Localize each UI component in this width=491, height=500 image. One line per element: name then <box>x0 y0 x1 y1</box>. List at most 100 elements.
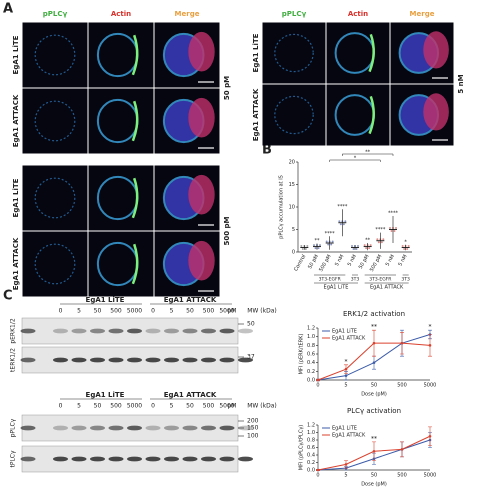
band <box>53 328 68 334</box>
legend-label: EgA1 ATTACK <box>332 433 366 439</box>
point <box>339 223 342 226</box>
significance: ** <box>365 238 371 244</box>
cell-signal <box>274 95 314 135</box>
point <box>372 341 376 345</box>
point <box>365 247 368 250</box>
synapse <box>131 177 139 219</box>
x-tick-label: 500 pM <box>369 254 384 273</box>
synapse <box>131 100 139 142</box>
significance: ** <box>371 324 377 331</box>
y-tick-label: 20 <box>289 160 295 166</box>
band <box>90 328 105 334</box>
row-label: EgA1 LiTE <box>12 35 20 74</box>
band <box>182 328 198 334</box>
band <box>164 357 179 363</box>
subgroup-label: 3T3-EGFR <box>369 277 391 283</box>
marker-label: 100 <box>247 433 259 440</box>
band <box>164 328 179 334</box>
band <box>90 456 105 462</box>
marker-label: 150 <box>247 425 259 432</box>
bracket <box>329 159 381 162</box>
blot-label: tERK1/2 <box>10 348 17 372</box>
micrograph <box>22 165 88 231</box>
point <box>301 248 304 250</box>
point <box>406 248 409 250</box>
dose-label: 500 <box>110 403 122 410</box>
significance: * <box>429 324 432 331</box>
cell-red <box>188 31 215 72</box>
point <box>344 463 348 466</box>
group-label: EgA1 LiTE <box>86 296 125 304</box>
cell-red <box>188 174 215 215</box>
dose-label: 5 <box>170 308 174 315</box>
bracket <box>342 153 394 156</box>
band <box>201 328 216 334</box>
channel-label: Actin <box>348 10 368 18</box>
band <box>145 357 161 363</box>
y-tick-label: 0.0 <box>307 468 315 474</box>
bracket-label: * <box>354 156 357 162</box>
subgroup-label: 3T3 <box>401 277 410 283</box>
band <box>53 425 68 431</box>
concentration-label: 500 pM <box>223 216 231 245</box>
point <box>304 248 307 250</box>
point <box>327 243 330 246</box>
y-tick-label: 5 <box>292 227 295 233</box>
significance: **** <box>375 227 386 233</box>
group-label: EgA1 LiTE <box>324 285 349 291</box>
channel-label: Merge <box>175 10 200 18</box>
x-tick-label: 50 <box>371 383 377 389</box>
point <box>344 374 348 377</box>
band <box>127 328 142 334</box>
legend-label: EgA1 LiTE <box>332 329 357 335</box>
micrograph <box>22 22 88 88</box>
point <box>300 245 303 247</box>
y-tick-label: 1.0 <box>307 334 315 340</box>
x-tick-label: 50 pM <box>358 254 371 270</box>
point <box>316 468 320 472</box>
point <box>372 361 376 364</box>
concentration-label: 5 nM <box>457 74 465 93</box>
dose-label: 50 <box>94 403 102 410</box>
x-tick-label: 5 nM <box>334 254 345 268</box>
point <box>372 449 376 453</box>
point <box>352 248 355 250</box>
point <box>325 240 328 243</box>
band <box>238 357 253 363</box>
y-tick-label: 1.0 <box>307 430 315 436</box>
band <box>219 328 235 334</box>
cell-signal <box>34 34 76 76</box>
point <box>403 248 406 250</box>
band <box>90 357 105 363</box>
x-tick-label: 500 <box>397 473 407 479</box>
x-tick-label: 5000 <box>424 473 437 479</box>
subgroup-label: 3T3-EGFR <box>319 277 341 283</box>
point <box>338 220 341 223</box>
y-tick-label: 0.2 <box>307 460 315 466</box>
point <box>428 434 432 438</box>
chart-title: ERK1/2 activation <box>343 310 405 318</box>
cell-signal <box>34 177 76 219</box>
dose-label: 50 <box>94 308 102 315</box>
point <box>395 227 397 229</box>
band <box>108 425 124 431</box>
significance: * <box>345 358 348 365</box>
x-tick-label: 5 nM <box>397 254 408 268</box>
y-tick-label: 0 <box>292 250 295 256</box>
dose-label: 500 <box>203 403 215 410</box>
point <box>306 245 309 247</box>
point <box>330 243 333 246</box>
legend-label: EgA1 LiTE <box>332 426 357 432</box>
micrograph <box>262 22 326 84</box>
dose-label: 5 <box>77 403 81 410</box>
x-axis-label: Dose (pM) <box>361 392 387 398</box>
point <box>316 378 320 382</box>
y-tick-label: 0.8 <box>307 438 315 444</box>
band <box>201 425 216 431</box>
band <box>20 456 36 462</box>
x-tick-label: 50 pM <box>307 254 320 270</box>
x-tick-label: 50 <box>371 473 377 479</box>
panel-letter: C <box>3 289 13 304</box>
blot-label: tPLCγ <box>10 450 17 468</box>
point <box>382 238 385 241</box>
